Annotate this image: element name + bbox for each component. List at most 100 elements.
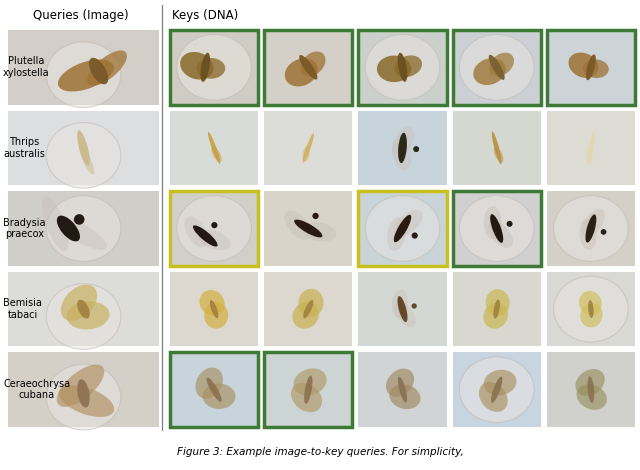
Ellipse shape <box>577 384 607 410</box>
Ellipse shape <box>59 385 114 417</box>
Ellipse shape <box>291 383 322 412</box>
Ellipse shape <box>208 132 220 164</box>
Ellipse shape <box>303 300 314 318</box>
Ellipse shape <box>583 59 609 78</box>
Ellipse shape <box>398 133 407 163</box>
Text: Queries (Image): Queries (Image) <box>33 9 129 23</box>
Bar <box>358 191 447 266</box>
Ellipse shape <box>412 303 417 309</box>
Bar <box>170 110 258 185</box>
Ellipse shape <box>77 300 90 319</box>
Text: Bradysia
praecox: Bradysia praecox <box>3 218 45 239</box>
Ellipse shape <box>303 146 310 162</box>
Ellipse shape <box>397 296 408 322</box>
Bar <box>547 30 635 105</box>
Text: Bemisia
tabaci: Bemisia tabaci <box>3 298 42 320</box>
Ellipse shape <box>184 217 208 247</box>
Bar <box>452 191 541 266</box>
Ellipse shape <box>554 196 628 261</box>
Ellipse shape <box>579 219 596 250</box>
Ellipse shape <box>200 290 225 316</box>
Bar <box>358 30 447 105</box>
Ellipse shape <box>386 368 414 397</box>
Bar <box>452 30 541 105</box>
Bar <box>170 30 258 105</box>
Bar <box>8 191 159 266</box>
Ellipse shape <box>486 289 510 316</box>
Ellipse shape <box>79 146 94 175</box>
Ellipse shape <box>196 58 225 78</box>
Ellipse shape <box>56 217 107 250</box>
Ellipse shape <box>490 214 503 243</box>
Bar <box>264 352 353 427</box>
Bar <box>358 110 447 185</box>
Ellipse shape <box>312 213 319 219</box>
Ellipse shape <box>586 55 596 80</box>
Ellipse shape <box>580 303 603 328</box>
Ellipse shape <box>412 233 418 239</box>
Ellipse shape <box>413 146 419 152</box>
Ellipse shape <box>304 376 312 404</box>
Ellipse shape <box>491 376 502 403</box>
Ellipse shape <box>493 299 500 319</box>
Ellipse shape <box>587 131 595 164</box>
Bar <box>170 272 258 346</box>
Bar <box>264 30 353 105</box>
Ellipse shape <box>294 219 323 237</box>
Ellipse shape <box>89 58 108 84</box>
Bar <box>452 272 541 346</box>
Ellipse shape <box>207 377 221 402</box>
Bar <box>264 110 353 185</box>
Ellipse shape <box>387 217 406 251</box>
Bar <box>452 30 541 105</box>
Ellipse shape <box>74 214 84 225</box>
Bar <box>358 352 447 427</box>
Ellipse shape <box>211 147 222 162</box>
Text: Thrips
australis: Thrips australis <box>3 137 45 159</box>
Ellipse shape <box>285 58 318 86</box>
Ellipse shape <box>365 34 440 100</box>
Ellipse shape <box>588 300 594 318</box>
Ellipse shape <box>392 290 408 318</box>
Ellipse shape <box>203 384 236 409</box>
Ellipse shape <box>601 229 607 235</box>
Ellipse shape <box>582 209 605 236</box>
Ellipse shape <box>204 302 228 329</box>
Ellipse shape <box>394 55 422 77</box>
Ellipse shape <box>57 365 104 407</box>
Ellipse shape <box>177 196 252 261</box>
Ellipse shape <box>177 34 252 100</box>
Ellipse shape <box>301 51 326 77</box>
Ellipse shape <box>397 53 407 82</box>
Ellipse shape <box>460 34 534 100</box>
Bar <box>547 352 635 427</box>
Ellipse shape <box>46 364 121 430</box>
Ellipse shape <box>46 123 121 188</box>
Ellipse shape <box>46 284 121 349</box>
Ellipse shape <box>489 53 514 76</box>
Ellipse shape <box>473 58 506 85</box>
Ellipse shape <box>392 138 411 170</box>
Ellipse shape <box>57 216 80 242</box>
Ellipse shape <box>484 370 516 395</box>
Bar <box>264 191 353 266</box>
Ellipse shape <box>575 369 605 396</box>
Bar <box>8 352 159 427</box>
Ellipse shape <box>61 285 97 321</box>
Ellipse shape <box>460 196 534 261</box>
Bar <box>547 110 635 185</box>
Text: Figure 3: Example image-to-key queries. For simplicity,: Figure 3: Example image-to-key queries. … <box>177 447 463 457</box>
Bar <box>8 30 159 105</box>
Bar <box>452 110 541 185</box>
Ellipse shape <box>58 59 114 92</box>
Ellipse shape <box>507 221 513 227</box>
Ellipse shape <box>377 55 412 82</box>
Ellipse shape <box>198 230 230 251</box>
Bar <box>264 30 353 105</box>
Ellipse shape <box>483 303 508 329</box>
Ellipse shape <box>488 220 513 248</box>
Ellipse shape <box>211 222 218 228</box>
Ellipse shape <box>294 368 326 396</box>
Ellipse shape <box>46 42 121 108</box>
Ellipse shape <box>303 133 314 163</box>
